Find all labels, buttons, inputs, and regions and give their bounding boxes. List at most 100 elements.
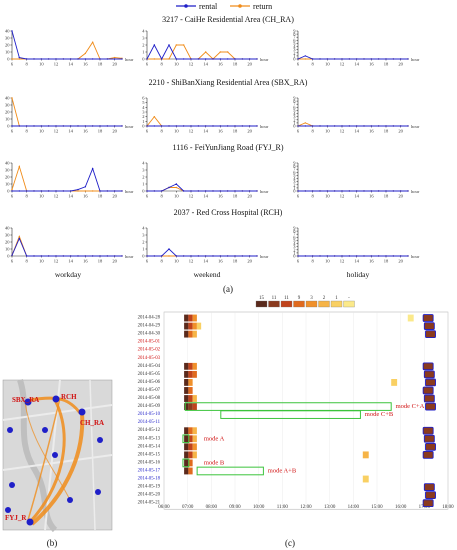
data-point-rental [47,58,50,60]
x-tick-label: 6 [11,194,14,199]
mode-highlight-box [184,402,392,411]
data-point-rental [99,58,101,60]
map-label-rch: RCH [61,393,77,401]
map-road-2 [2,454,113,471]
y-tick-label: 0 [293,189,296,194]
data-point-rental [385,58,387,60]
x-tick-label: 8 [26,62,29,67]
data-point-rental [190,58,192,60]
data-point-rental [69,58,72,60]
data-point-rental [84,255,87,257]
x-tick-label: 16 [369,62,374,67]
data-point-rental [25,125,28,127]
data-point-rental [355,58,358,60]
series-line-rental [12,167,122,192]
data-point-rental [190,125,192,127]
x-tick-label: 12 [340,62,345,67]
y-tick-label: 6 [293,170,296,175]
panel-a: 3217 - CaiHe Residential Area (CH_RA)010… [5,15,420,264]
data-point-rental [297,255,299,257]
color-legend-label: 3 [310,296,313,301]
data-point-rental [197,58,200,60]
data-point-rental [363,125,365,127]
data-point-rental [304,125,307,127]
y-tick-label: 1 [293,250,295,255]
x-tick-label: 8 [312,194,315,199]
data-point-rental [11,30,13,32]
data-point-rental [106,190,109,192]
x-tick-label: 10 [174,62,179,67]
panel-title: 2210 - ShiBanXiang Residential Area (SBX… [149,78,308,87]
station-marker [26,518,34,526]
trip-cell [192,370,197,378]
trip-cell [188,427,193,435]
trip-cell [192,395,197,402]
series-line-return [11,97,122,127]
y-tick-label: 10 [5,117,10,122]
data-point-rental [407,125,409,127]
mode-annotation: mode C+A [396,403,425,410]
data-point-rental [18,125,21,127]
data-point-rental [113,125,116,127]
x-tick-label: 11:00 [277,505,289,510]
x-tick-label: 10 [174,259,179,264]
color-legend-label: 9 [298,296,301,301]
data-point-return [304,122,307,124]
x-axis-hour-label: hour [125,57,134,62]
date-label: 2014-05-08 [138,396,161,401]
data-point-rental [40,125,43,127]
mode-highlight-box [182,434,190,444]
y-tick-label: 4 [142,226,145,231]
mode-highlight-box [196,466,264,476]
data-point-rental [385,125,387,127]
data-point-rental [69,125,72,127]
x-tick-label: 10 [39,62,44,67]
data-point-rental [297,58,299,60]
trip-cell [188,314,193,322]
x-tick-label: 16 [218,259,223,264]
evening-trip-block [422,386,434,395]
x-tick-label: 14 [68,259,73,264]
station-marker [78,408,86,416]
evening-trip-block [425,491,436,500]
date-label: 2014-05-04 [138,364,161,369]
small-chart-workday: 0 10 20 30 40 6 8 10 12 14 16 18 20 hour [5,161,134,199]
station-marker [42,427,48,433]
x-tick-label: 6 [146,129,149,134]
x-tick-label: 10 [39,259,44,264]
y-tick-label: 0 [7,57,10,62]
data-point-rental [341,190,343,192]
station-marker [5,507,11,513]
data-point-rental [297,190,299,192]
x-tick-label: 18 [98,194,103,199]
data-point-rental [106,125,109,127]
y-tick-label: 8 [293,229,296,234]
data-point-rental [153,190,156,192]
y-tick-label: 40 [5,161,10,166]
y-tick-label: 3 [293,179,296,184]
y-tick-label: 10 [5,247,10,252]
data-point-return [204,51,207,53]
trip-cell [184,395,189,402]
y-tick-label: 5 [293,173,296,178]
y-tick-label: 3 [142,110,145,115]
data-point-rental [18,56,21,59]
x-tick-label: 20 [112,129,117,134]
data-point-rental [256,255,258,257]
x-tick-label: 18 [98,62,103,67]
y-tick-label: 10 [5,50,10,55]
x-tick-label: 16 [83,194,88,199]
y-tick-label: 2 [142,175,144,180]
x-tick-label: 20 [247,259,252,264]
y-tick-label: 30 [5,233,10,238]
x-tick-label: 20 [398,259,403,264]
station-marker [67,497,73,503]
x-tick-label: 20 [112,62,117,67]
date-label: 2014-05-05 [138,372,161,377]
evening-trip-block [425,330,436,339]
data-point-rental [234,58,236,60]
data-point-rental [84,186,87,188]
data-point-rental [121,125,123,127]
x-tick-label: 20 [398,62,403,67]
